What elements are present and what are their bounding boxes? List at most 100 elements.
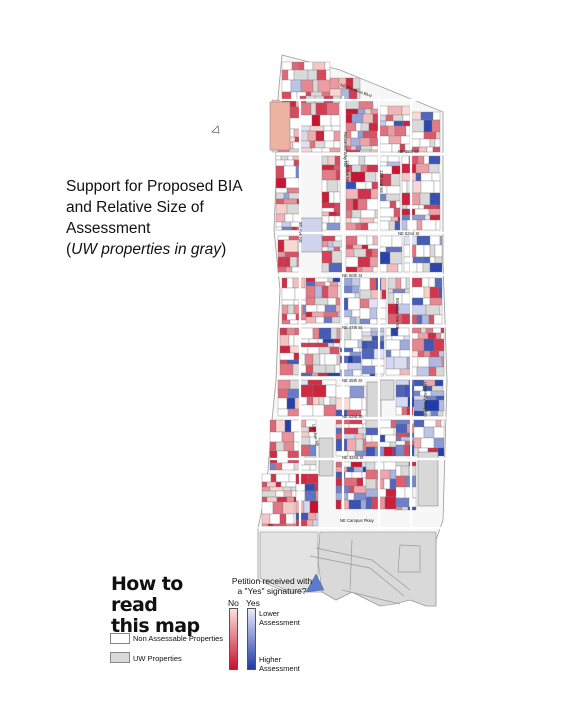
parcel — [370, 331, 378, 337]
parcel — [334, 364, 341, 374]
parcel — [426, 146, 434, 153]
parcel — [314, 483, 319, 492]
parcel — [431, 385, 444, 392]
parcel — [422, 262, 431, 273]
parcel — [321, 215, 330, 224]
parcel — [362, 477, 367, 487]
parcel — [346, 438, 357, 452]
parcel — [358, 99, 374, 110]
parcel — [315, 512, 319, 521]
parcel — [364, 155, 379, 166]
parcel — [353, 466, 364, 473]
parcel — [406, 204, 420, 210]
parcel — [307, 130, 317, 142]
parcel — [277, 266, 287, 273]
street-ne52: NE 52nd St — [398, 231, 420, 236]
street-brooklyn: Brooklyn Ave NE — [395, 298, 400, 330]
parcel — [361, 471, 367, 479]
higher-assessment-label: Higher Assessment — [259, 655, 300, 673]
parcel — [335, 169, 341, 181]
parcel — [379, 251, 391, 265]
parcel — [275, 419, 286, 433]
parcel — [344, 339, 359, 349]
parcel — [355, 145, 362, 151]
parcel — [401, 163, 417, 174]
parcel — [359, 307, 371, 320]
parcel — [311, 372, 319, 377]
parcel — [397, 216, 401, 222]
parcel — [429, 214, 441, 221]
parcel — [362, 423, 367, 429]
parcel — [345, 266, 358, 273]
parcel — [356, 235, 368, 246]
parcel — [359, 149, 371, 153]
parcel — [299, 379, 309, 386]
parcel — [304, 353, 314, 366]
street-ne47: NE 47th St — [342, 325, 363, 330]
parcel — [332, 240, 343, 248]
parcel — [281, 79, 292, 93]
parcel — [378, 419, 392, 429]
parcel — [281, 462, 295, 471]
parcel — [432, 327, 442, 334]
parcel — [399, 349, 411, 358]
parcel — [370, 188, 379, 200]
parcel — [299, 342, 315, 348]
parcel — [329, 281, 339, 287]
parcel — [395, 506, 403, 511]
parcel — [385, 368, 401, 376]
parcel — [274, 462, 283, 471]
parcel — [348, 423, 364, 429]
parcel — [275, 441, 285, 452]
parcel — [317, 372, 328, 377]
parcel — [413, 385, 424, 392]
parcel — [337, 285, 341, 299]
parcel — [368, 122, 379, 132]
parcel — [437, 410, 444, 417]
yes-color-ramp — [247, 608, 256, 670]
parcel — [345, 222, 357, 231]
title-line-1: Support for Proposed BIA — [66, 178, 243, 195]
parcel — [321, 262, 330, 273]
parcel — [306, 519, 314, 527]
parcel — [333, 191, 341, 204]
parcel — [360, 164, 368, 173]
parcel — [411, 304, 427, 316]
parcel — [299, 464, 311, 471]
parcel — [352, 355, 362, 364]
parcel — [334, 202, 341, 209]
parcel — [433, 437, 445, 449]
parcel — [317, 338, 324, 344]
parcel — [429, 192, 441, 206]
parcel — [293, 299, 300, 306]
uw-parcel-block-b — [318, 437, 334, 477]
parcel — [423, 426, 435, 439]
parcel — [351, 285, 360, 294]
parcel — [376, 318, 387, 325]
parcel — [385, 339, 401, 351]
parcel — [379, 143, 393, 153]
parcel — [314, 297, 329, 306]
parcel — [395, 436, 402, 442]
parcel — [275, 226, 283, 231]
parcel — [370, 289, 383, 300]
parcel — [385, 114, 394, 122]
parcel — [324, 281, 331, 287]
parcel — [420, 111, 434, 121]
parcel — [395, 465, 402, 477]
parcel — [401, 219, 408, 231]
parcel — [305, 297, 316, 306]
parcel — [318, 346, 331, 355]
parcel — [299, 384, 314, 398]
parcel — [379, 207, 395, 218]
parcel — [337, 281, 341, 287]
parcel — [359, 137, 371, 147]
parcel — [334, 235, 343, 242]
parcel — [319, 114, 332, 127]
parcel — [282, 486, 292, 492]
parcel — [303, 500, 311, 514]
parcel — [395, 497, 410, 508]
parcel — [351, 209, 362, 219]
parcel — [312, 396, 320, 406]
parcel — [343, 423, 350, 429]
